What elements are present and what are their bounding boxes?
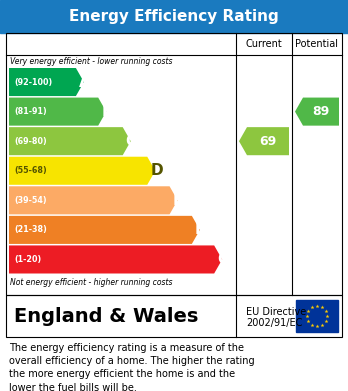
Text: 89: 89 [313, 105, 330, 118]
Text: G: G [217, 252, 230, 267]
Text: C: C [126, 134, 137, 149]
Text: Current: Current [246, 39, 282, 49]
Bar [6, 33, 342, 295]
Text: Very energy efficient - lower running costs: Very energy efficient - lower running co… [10, 57, 173, 66]
Text: The energy efficiency rating is a measure of the
overall efficiency of a home. T: The energy efficiency rating is a measur… [9, 343, 255, 391]
Text: B: B [101, 104, 113, 119]
Bar [0, 0, 348, 33]
Text: (69-80): (69-80) [14, 137, 47, 146]
Text: F: F [195, 222, 205, 237]
Text: 2002/91/EC: 2002/91/EC [246, 318, 302, 328]
Polygon shape [9, 186, 177, 214]
Text: (92-100): (92-100) [14, 77, 52, 86]
Polygon shape [239, 127, 289, 155]
Polygon shape [9, 157, 155, 185]
Polygon shape [9, 68, 84, 96]
Text: Energy Efficiency Rating: Energy Efficiency Rating [69, 9, 279, 24]
Text: (55-68): (55-68) [14, 166, 47, 175]
Text: A: A [79, 75, 90, 90]
Polygon shape [9, 127, 131, 155]
Polygon shape [295, 98, 339, 126]
Text: (1-20): (1-20) [14, 255, 41, 264]
Text: Potential: Potential [295, 39, 339, 49]
Text: (39-54): (39-54) [14, 196, 47, 205]
Text: EU Directive: EU Directive [246, 307, 306, 317]
Bar [6, 295, 342, 337]
Text: D: D [150, 163, 163, 178]
Bar [296, 300, 338, 332]
Text: E: E [173, 193, 183, 208]
Text: 69: 69 [259, 135, 277, 148]
Polygon shape [9, 216, 200, 244]
Text: England & Wales: England & Wales [14, 307, 198, 325]
Polygon shape [9, 98, 106, 126]
Polygon shape [9, 246, 222, 273]
Text: (21-38): (21-38) [14, 225, 47, 234]
Text: (81-91): (81-91) [14, 107, 47, 116]
Text: Not energy efficient - higher running costs: Not energy efficient - higher running co… [10, 278, 173, 287]
